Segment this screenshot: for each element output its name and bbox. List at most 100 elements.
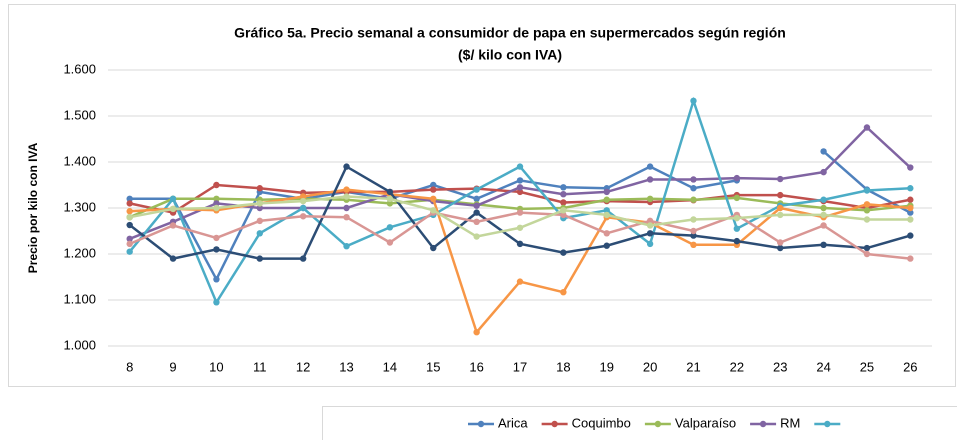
data-point: [430, 244, 437, 252]
data-point: [256, 204, 263, 212]
chart-subtitle: ($/ kilo con IVA): [458, 47, 562, 63]
data-point: [603, 196, 610, 203]
data-point: [386, 224, 394, 231]
data-point: [907, 196, 914, 203]
data-point: [820, 196, 827, 203]
data-point: [473, 195, 480, 202]
data-point: [430, 181, 437, 189]
data-point: [343, 242, 350, 250]
data-point: [169, 222, 177, 229]
x-tick-label: 13: [339, 359, 353, 374]
legend-label: RM: [780, 415, 800, 430]
legend-marker: [654, 420, 662, 428]
data-point: [690, 97, 697, 105]
x-tick-label: 21: [686, 359, 700, 374]
data-point: [213, 276, 220, 283]
data-point: [560, 288, 567, 296]
data-point: [560, 191, 567, 198]
data-point: [386, 195, 394, 202]
data-point: [169, 255, 177, 262]
data-point: [213, 204, 220, 212]
data-point: [213, 181, 220, 189]
data-point: [430, 195, 437, 202]
data-point: [473, 186, 480, 193]
x-tick-label: 14: [383, 359, 397, 374]
data-point: [646, 217, 654, 225]
data-point: [907, 255, 914, 262]
x-tick-label: 10: [209, 359, 223, 374]
data-point: [213, 299, 220, 306]
data-point: [646, 176, 654, 183]
legend-label: Valparaíso: [675, 415, 736, 430]
x-tick-label: 20: [643, 359, 657, 374]
data-point: [126, 248, 133, 255]
data-point: [213, 200, 220, 207]
data-point: [343, 186, 350, 193]
legend-box: [322, 406, 957, 440]
data-point: [733, 237, 741, 245]
data-point: [430, 207, 437, 214]
data-point: [733, 194, 741, 202]
data-point: [516, 278, 524, 285]
data-point: [126, 240, 133, 248]
data-point: [603, 242, 610, 249]
data-point: [646, 222, 654, 229]
data-point: [516, 209, 524, 216]
data-point: [473, 329, 480, 336]
x-tick-label: 12: [296, 359, 310, 374]
chart-title: Gráfico 5a. Precio semanal a consumidor …: [234, 25, 786, 41]
data-point: [516, 240, 524, 248]
data-point: [213, 234, 220, 242]
data-point: [907, 216, 914, 223]
x-tick-label: 17: [513, 359, 527, 374]
data-point: [907, 204, 914, 212]
data-point: [256, 255, 263, 262]
data-point: [603, 207, 610, 214]
legend-marker: [824, 420, 831, 428]
y-tick-label: 1.000: [63, 337, 96, 352]
data-point: [473, 202, 480, 209]
data-point: [386, 188, 394, 196]
data-point: [560, 249, 567, 256]
legend-label: Coquimbo: [572, 415, 631, 430]
data-point: [820, 241, 827, 248]
data-point: [343, 204, 350, 212]
data-point: [386, 200, 394, 207]
data-point: [690, 227, 697, 235]
legend-label: Arica: [498, 415, 528, 430]
data-point: [777, 211, 784, 219]
data-point: [126, 221, 133, 229]
x-tick-label: 22: [730, 359, 744, 374]
data-point: [256, 230, 263, 237]
data-point: [777, 244, 784, 252]
data-point: [386, 239, 394, 246]
data-point: [907, 209, 914, 216]
x-tick-label: 8: [126, 359, 133, 374]
data-point: [213, 195, 220, 202]
data-point: [646, 240, 654, 248]
data-point: [299, 197, 307, 205]
y-tick-label: 1.300: [63, 199, 96, 214]
data-point: [516, 188, 524, 196]
data-point: [603, 188, 610, 196]
x-tick-label: 23: [773, 359, 787, 374]
data-point: [863, 250, 871, 258]
data-point: [907, 164, 914, 171]
data-point: [863, 201, 871, 208]
x-tick-label: 16: [469, 359, 483, 374]
x-tick-label: 11: [253, 359, 267, 374]
data-point: [256, 200, 263, 207]
x-tick-label: 9: [169, 359, 176, 374]
data-point: [126, 200, 133, 207]
data-point: [733, 214, 741, 222]
data-point: [690, 241, 697, 248]
data-point: [777, 239, 784, 246]
data-point: [820, 148, 827, 155]
legend-marker: [477, 420, 485, 428]
y-axis-label: Precio por kilo con IVA: [26, 142, 40, 273]
x-tick-label: 18: [556, 359, 570, 374]
y-tick-label: 1.100: [63, 291, 96, 306]
data-point: [777, 191, 784, 199]
data-point: [820, 222, 827, 229]
data-point: [473, 233, 480, 240]
